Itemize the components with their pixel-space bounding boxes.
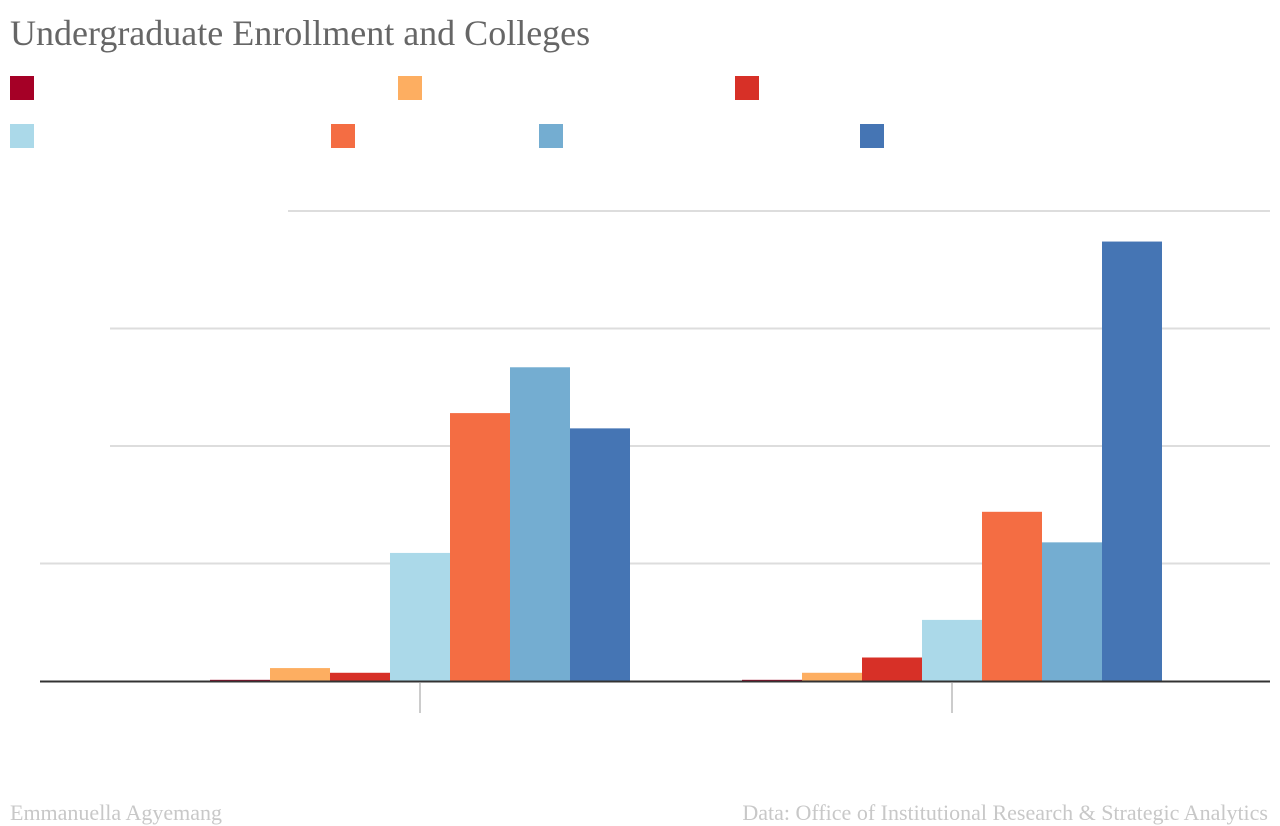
legend-swatch bbox=[398, 76, 422, 100]
bar bbox=[330, 672, 390, 681]
bar bbox=[862, 657, 922, 681]
x-axis bbox=[40, 680, 1270, 713]
legend-swatch bbox=[735, 76, 759, 100]
bar bbox=[450, 413, 510, 681]
legend-item bbox=[398, 76, 430, 100]
credit-text: Emmanuella Agyemang bbox=[10, 800, 222, 825]
legend-swatch bbox=[10, 76, 34, 100]
bar bbox=[922, 619, 982, 681]
bar-chart bbox=[40, 210, 1270, 713]
bar bbox=[270, 668, 330, 681]
chart-title: Undergraduate Enrollment and Colleges bbox=[10, 13, 591, 53]
bar bbox=[510, 367, 570, 681]
legend-swatch bbox=[10, 124, 34, 148]
legend-swatch bbox=[860, 124, 884, 148]
legend-item bbox=[331, 124, 363, 148]
legend-item bbox=[735, 76, 767, 100]
legend bbox=[0, 0, 1280, 160]
grid-lines bbox=[40, 210, 1270, 565]
bar bbox=[1042, 542, 1102, 681]
legend-swatch bbox=[539, 124, 563, 148]
bars bbox=[210, 241, 1162, 682]
legend-item bbox=[539, 124, 571, 148]
bar bbox=[570, 428, 630, 681]
legend-item bbox=[860, 124, 892, 148]
legend-item bbox=[10, 76, 42, 100]
source-text: Data: Office of Institutional Research &… bbox=[742, 800, 1268, 825]
bar bbox=[742, 679, 802, 681]
bar bbox=[390, 552, 450, 681]
bar bbox=[802, 672, 862, 681]
legend-item bbox=[10, 124, 42, 148]
bar bbox=[982, 511, 1042, 681]
bar bbox=[1102, 241, 1162, 682]
legend-swatch bbox=[331, 124, 355, 148]
bar bbox=[210, 679, 270, 681]
